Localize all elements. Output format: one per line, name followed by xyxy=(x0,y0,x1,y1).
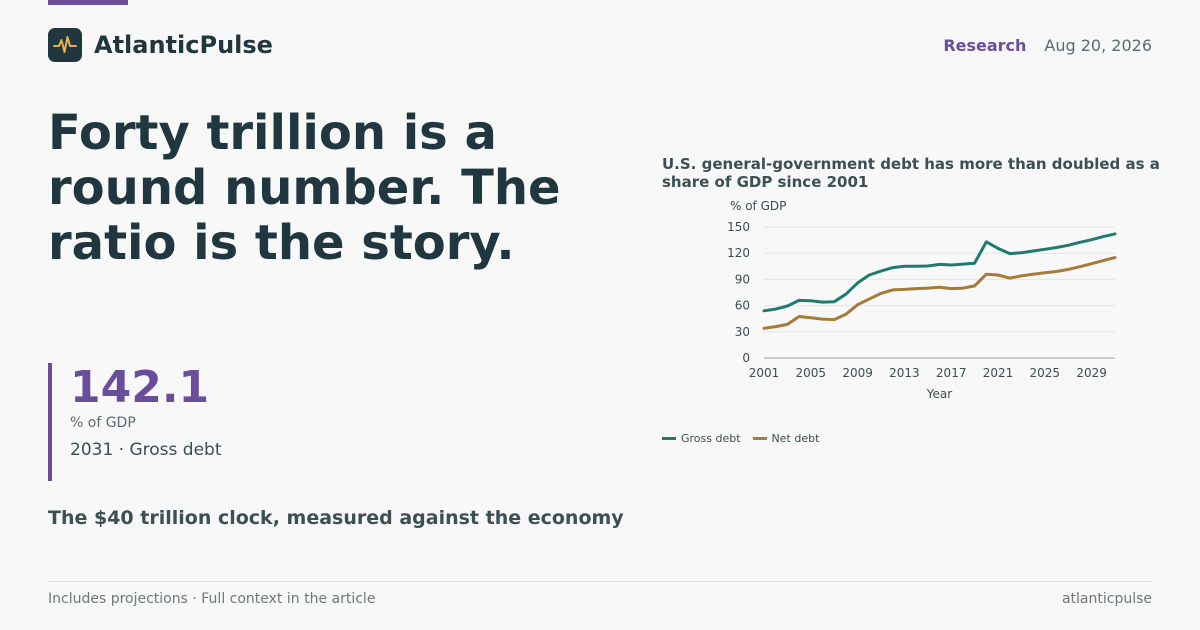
pulse-icon xyxy=(48,28,82,62)
x-tick-label-2001: 2001 xyxy=(749,366,780,380)
x-tick-label-2017: 2017 xyxy=(936,366,967,380)
footer-source[interactable]: atlanticpulse xyxy=(1061,591,1152,607)
y-tick-label-150: 150 xyxy=(727,220,750,234)
x-tick-label-2029: 2029 xyxy=(1076,366,1107,380)
x-tick-label-2009: 2009 xyxy=(842,366,873,380)
footer-divider xyxy=(48,581,1152,582)
line-chart: 0 30 60 90 120 150 2001 2005 2009 2013 2017 2021 202… xyxy=(727,199,1117,401)
stat-value: 142.1 xyxy=(70,362,210,413)
key-stat: 142.1 % of GDP 2031 · Gross debt xyxy=(48,363,222,481)
y-tick-label-120: 120 xyxy=(727,246,750,260)
y-tick-label-60: 60 xyxy=(735,299,750,313)
series-line-net-debt xyxy=(762,256,1117,330)
x-tick-label-2013: 2013 xyxy=(889,366,920,380)
x-tick-label-2025: 2025 xyxy=(1030,366,1061,380)
x-axis-label: Year xyxy=(926,387,952,401)
chart-legend: Gross debt Net debt xyxy=(662,432,831,445)
accent-bar xyxy=(48,0,128,5)
subhead: The $40 trillion clock, measured against… xyxy=(48,507,624,529)
legend-label-gross: Gross debt xyxy=(681,432,741,445)
footer-note: Includes projections · Full context in t… xyxy=(48,591,376,607)
stat-caption: 2031 · Gross debt xyxy=(70,440,222,460)
legend-label-net: Net debt xyxy=(771,432,820,445)
legend-swatch-net xyxy=(752,437,767,440)
y-axis-label: % of GDP xyxy=(730,199,786,213)
y-tick-label-30: 30 xyxy=(735,325,750,339)
section-link[interactable]: Research xyxy=(943,36,1027,55)
series-line-gross-debt xyxy=(762,232,1117,313)
chart-title: U.S. general-government debt has more th… xyxy=(662,155,1160,191)
y-tick-label-90: 90 xyxy=(735,272,750,286)
brand[interactable]: AtlanticPulse xyxy=(48,28,273,62)
headline: Forty trillion is a round number. The ra… xyxy=(48,105,561,271)
legend-item-gross: Gross debt xyxy=(662,432,741,445)
y-tick-label-0: 0 xyxy=(742,351,750,365)
brand-name: AtlanticPulse xyxy=(94,31,273,59)
publish-date: Aug 20, 2026 xyxy=(1044,36,1152,55)
x-tick-label-2021: 2021 xyxy=(983,366,1014,380)
legend-item-net: Net debt xyxy=(752,432,820,445)
stat-unit: % of GDP xyxy=(70,415,136,431)
header-meta: Research Aug 20, 2026 xyxy=(943,36,1152,55)
legend-swatch-gross xyxy=(662,437,676,440)
x-tick-label-2005: 2005 xyxy=(796,366,827,380)
